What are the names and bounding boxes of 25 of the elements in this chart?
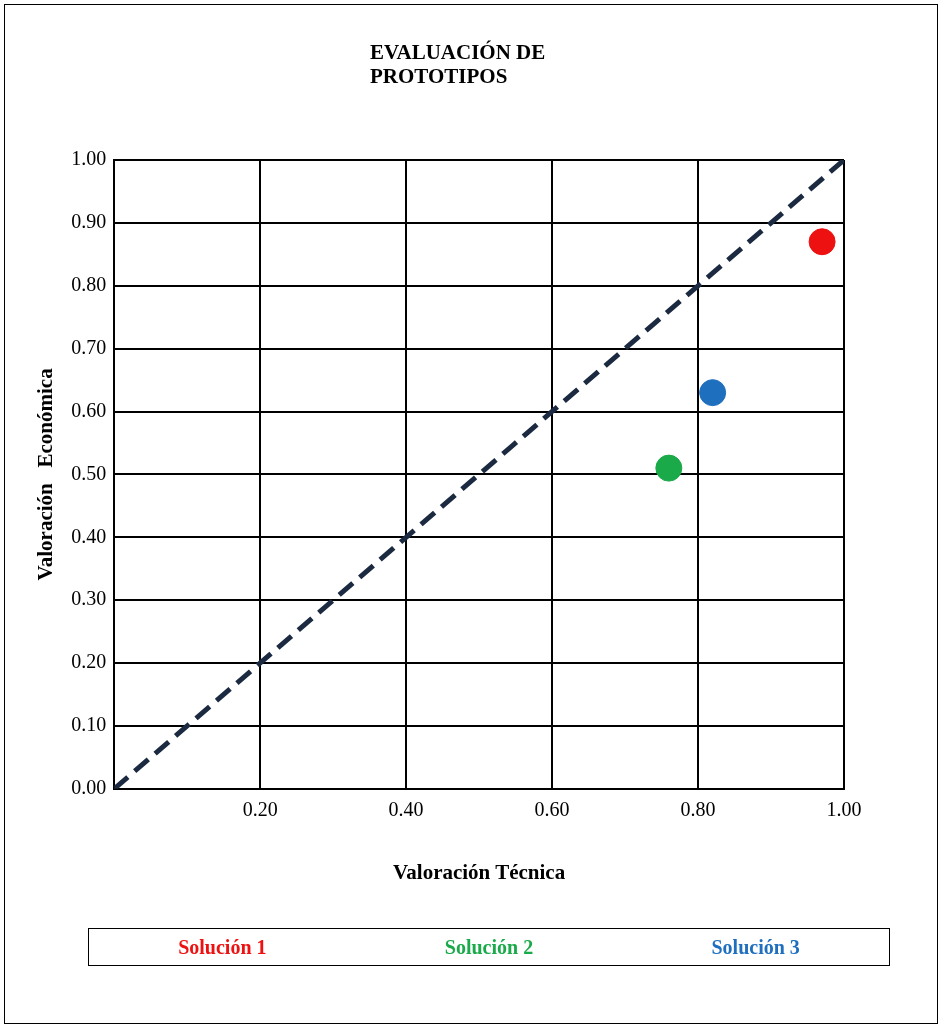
text: Solución 3 <box>711 935 800 959</box>
y-tick-label: 0.60 <box>71 398 107 421</box>
x-tick-label: 0.40 <box>388 798 424 821</box>
x-tick-label: 0.60 <box>534 798 570 821</box>
x-axis-title: Valoración Técnica <box>393 859 566 884</box>
x-tick-label: 0.20 <box>242 798 278 821</box>
y-tick-label: 1.00 <box>71 147 107 170</box>
y-tick-label: 0.80 <box>71 273 107 296</box>
y-tick-label: 0.20 <box>71 650 107 673</box>
y-tick-label: 0.90 <box>71 210 107 233</box>
point <box>655 454 683 482</box>
y-tick-label: 0.70 <box>71 335 107 358</box>
chart-title: EVALUACIÓN DE PROTOTIPOS <box>370 40 547 88</box>
x-tick-label: 1.00 <box>826 798 862 821</box>
text: Solución 1 <box>178 935 267 959</box>
y-tick-label: 0.40 <box>71 524 107 547</box>
y-tick-label: 0.10 <box>71 713 107 736</box>
text: Solución 2 <box>444 935 534 959</box>
x-tick-label: 0.80 <box>680 798 716 821</box>
point <box>808 228 836 256</box>
y-axis-title: Valoración Económica <box>33 367 58 581</box>
y-tick-label: 0.50 <box>71 461 107 484</box>
point <box>699 379 727 407</box>
y-tick-label: 0.30 <box>71 587 107 610</box>
y-tick-label: 0.00 <box>71 776 107 799</box>
